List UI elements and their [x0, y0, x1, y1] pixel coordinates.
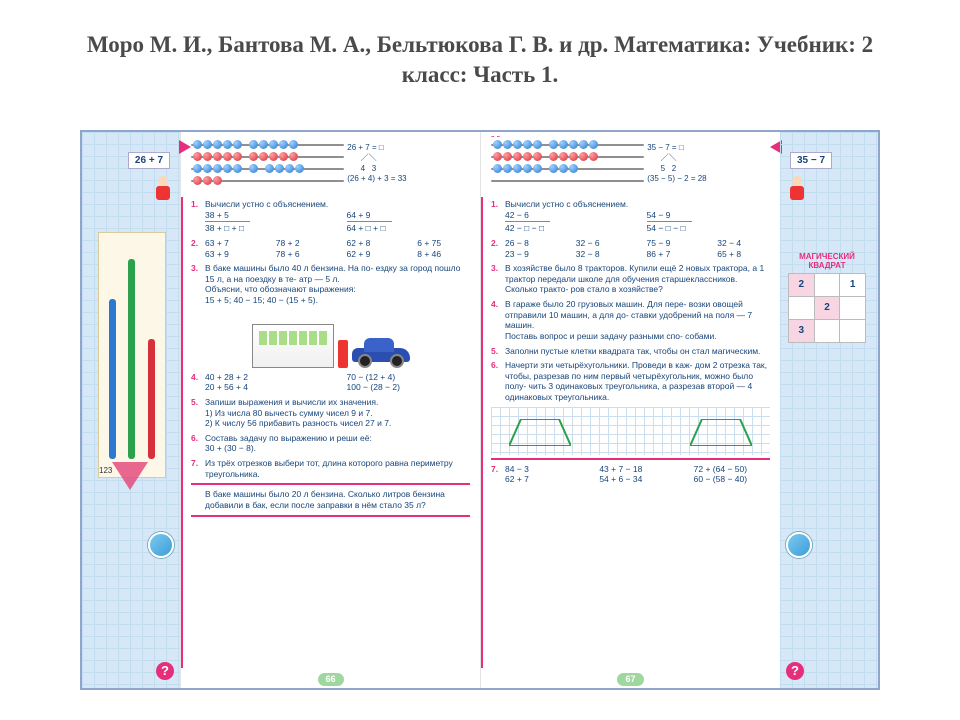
exercise: 4.В гараже было 20 грузовых машин. Для п…	[491, 299, 770, 342]
boy-icon	[154, 176, 172, 204]
page-right: 35 − 7 = □ ／＼ 5 2 (35 − 5) − 2 = 28 1.Вы…	[480, 132, 780, 688]
exercise: 4.40 + 28 + 220 + 56 + 470 − (12 + 4)100…	[191, 372, 470, 393]
exercise: 5.Запиши выражения и вычисли их значения…	[191, 397, 470, 429]
globe-icon	[786, 532, 812, 558]
page-number: 66	[317, 673, 343, 686]
exercise: 3.В баке машины было 40 л бензина. На по…	[191, 263, 470, 306]
exercise: 7.Из трёх отрезков выбери тот, длина кот…	[191, 458, 470, 479]
margin-tag-left: 26 + 7	[128, 152, 170, 169]
abacus-right: 35 − 7 = □ ／＼ 5 2 (35 − 5) − 2 = 28	[491, 139, 770, 195]
exercise: В баке машины было 20 л бензина. Сколько…	[191, 489, 470, 510]
exercise: 2.63 + 763 + 978 + 278 + 662 + 862 + 96 …	[191, 238, 470, 259]
arrow-icon	[179, 140, 191, 154]
textbook-spread: 26 + 7 123 ? 26 + 7 = □ ／＼ 4 3 (26 + 4) …	[80, 130, 880, 690]
help-icon: ?	[786, 662, 804, 680]
abacus-left: 26 + 7 = □ ／＼ 4 3 (26 + 4) + 3 = 33	[191, 139, 470, 195]
exercise: 5.Заполни пустые клетки квадрата так, чт…	[491, 346, 770, 357]
bead-math: 35 − 7 = □ ／＼ 5 2 (35 − 5) − 2 = 28	[647, 143, 770, 185]
bar-strips: 123	[98, 232, 166, 478]
exercise: 2.26 − 823 − 932 − 632 − 875 − 986 + 732…	[491, 238, 770, 259]
exercise: 1.Вычисли устно с объяснением.38 + 538 +…	[191, 199, 470, 234]
bead-math: 26 + 7 = □ ／＼ 4 3 (26 + 4) + 3 = 33	[347, 143, 470, 185]
gas-station-illustration	[191, 310, 470, 368]
globe-icon	[148, 532, 174, 558]
pink-margin	[481, 197, 483, 668]
pink-margin	[181, 197, 183, 668]
exercise: 6.Начерти эти четырёхугольники. Проведи …	[491, 360, 770, 403]
right-margin: 35 − 7 МАГИЧЕСКИЙ КВАДРАТ 2123 ?	[780, 132, 878, 688]
slide-title: Моро М. И., Бантова М. А., Бельтюкова Г.…	[0, 0, 960, 98]
exercise: 3.В хозяйстве было 8 тракторов. Купили е…	[491, 263, 770, 295]
margin-tag-right: 35 − 7	[790, 152, 832, 169]
exercise: 1.Вычисли устно с объяснением.42 − 642 −…	[491, 199, 770, 234]
page-left: 26 + 7 = □ ／＼ 4 3 (26 + 4) + 3 = 33 1.Вы…	[180, 132, 480, 688]
exercise: 7.84 − 362 + 743 + 7 − 1854 + 6 − 3472 +…	[491, 464, 770, 485]
boy-icon	[788, 176, 806, 204]
help-icon: ?	[156, 662, 174, 680]
left-margin: 26 + 7 123 ?	[82, 132, 180, 688]
triangle-icon	[112, 462, 148, 490]
exercise: 6.Составь задачу по выражению и реши её:…	[191, 433, 470, 454]
magic-title: МАГИЧЕСКИЙ КВАДРАТ	[788, 252, 866, 270]
trapezoid-grid	[491, 407, 770, 455]
page-number: 67	[617, 673, 643, 686]
magic-square: МАГИЧЕСКИЙ КВАДРАТ 2123	[788, 252, 866, 343]
